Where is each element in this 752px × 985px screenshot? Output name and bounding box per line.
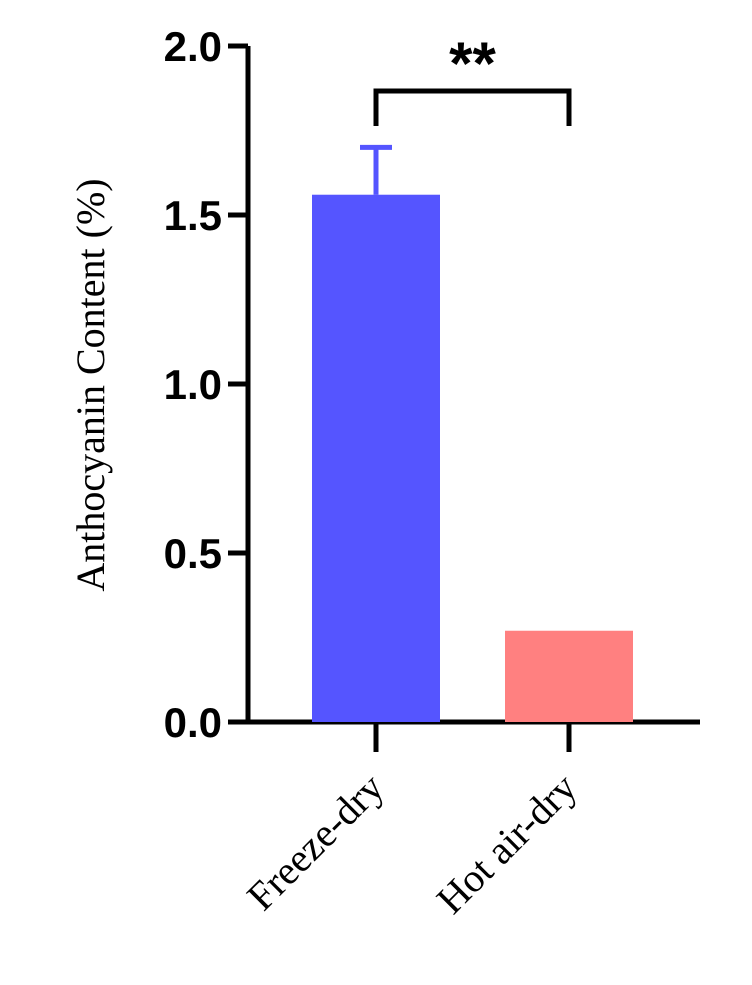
bar-hot-air-dry — [505, 630, 633, 722]
y-tick-label: 1.5 — [164, 192, 222, 239]
significance-label: ** — [449, 30, 496, 97]
y-tick-label: 0.0 — [164, 699, 222, 746]
x-tick-label: Freeze-dry — [238, 765, 392, 919]
bars — [312, 194, 633, 723]
y-axis-ticks: 0.0 0.5 1.0 1.5 2.0 — [164, 23, 248, 746]
x-tick-label: Hot air-dry — [428, 765, 586, 923]
y-tick-label: 2.0 — [164, 23, 222, 70]
y-axis-title: Anthocyanin Content (%) — [68, 178, 113, 591]
error-bars — [360, 144, 392, 195]
y-tick-label: 0.5 — [164, 530, 222, 577]
y-tick-label: 1.0 — [164, 361, 222, 408]
x-axis-ticks: Freeze-dry Hot air-dry — [238, 722, 585, 922]
bar-freeze-dry — [312, 194, 440, 723]
significance-bracket-group: ** — [373, 30, 572, 126]
significance-bracket — [373, 88, 572, 126]
